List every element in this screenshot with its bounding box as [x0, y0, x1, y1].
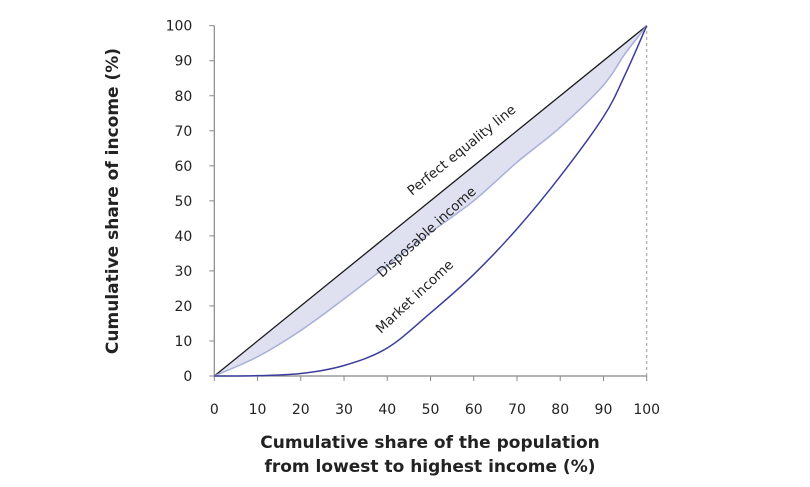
x-tick-label: 100	[633, 402, 660, 418]
x-tick-label: 80	[551, 402, 569, 418]
x-tick-label: 30	[335, 402, 353, 418]
y-tick-label: 40	[174, 229, 192, 245]
y-tick-label: 20	[174, 299, 192, 315]
y-tick-label: 50	[174, 194, 192, 210]
x-tick-label: 20	[292, 402, 310, 418]
y-tick-label: 80	[174, 89, 192, 105]
x-tick-label: 60	[465, 402, 483, 418]
y-tick-label: 10	[174, 334, 192, 350]
y-tick-label: 70	[174, 124, 192, 140]
y-tick-label: 0	[183, 369, 192, 385]
x-axis-label-line2: from lowest to highest income (%)	[264, 457, 595, 477]
disposable-income-label: Disposable income	[374, 184, 480, 281]
y-tick-label: 60	[174, 159, 192, 175]
perfect-equality-line	[213, 25, 648, 377]
x-tick-label: 70	[508, 402, 526, 418]
x-tick-label: 0	[210, 402, 219, 418]
x-tick-label: 10	[249, 402, 267, 418]
disposable-income-line	[213, 25, 648, 377]
market-income-line	[214, 25, 648, 377]
x-axis-label-line1: Cumulative share of the population	[260, 433, 600, 453]
x-tick-label: 50	[422, 402, 440, 418]
x-tick-label: 90	[595, 402, 613, 418]
y-axis-label: Cumulative share of income (%)	[103, 48, 123, 354]
y-tick-label: 90	[174, 54, 192, 70]
y-tick-label: 30	[174, 264, 192, 280]
x-tick-label: 40	[378, 402, 396, 418]
y-tick-label: 100	[166, 19, 193, 35]
